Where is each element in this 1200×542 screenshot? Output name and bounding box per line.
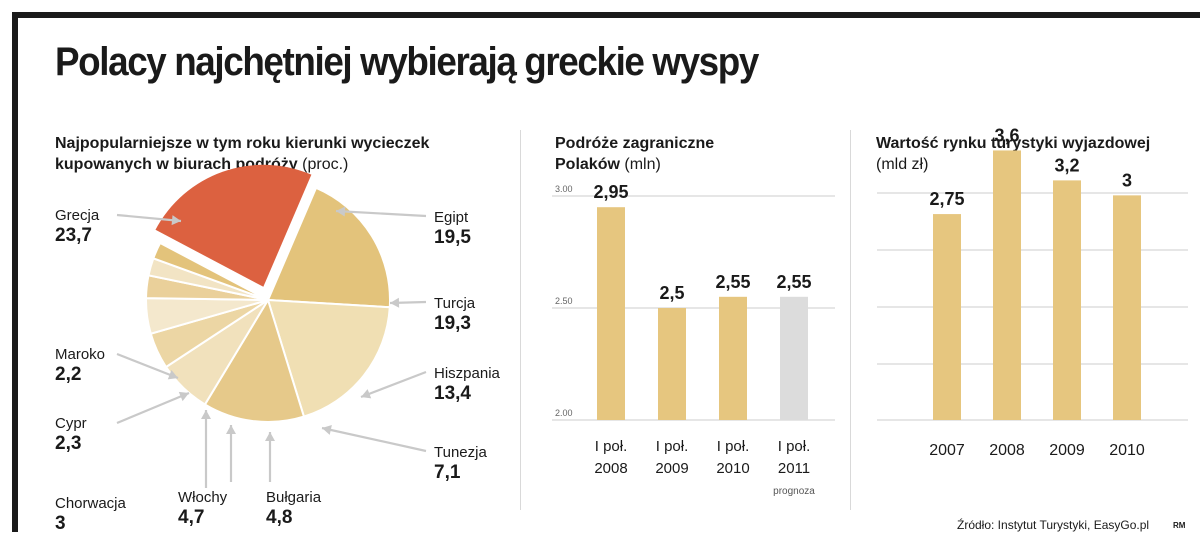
pie-value-hiszpania: 13,4 (434, 383, 471, 404)
bar-value-label: 2,75 (929, 189, 964, 209)
x-tick-label: I poł. (717, 438, 750, 455)
x-tick-label: 2008 (594, 460, 627, 477)
pie-label-turcja: Turcja (434, 295, 476, 312)
pointer-arrowhead-chorwacja (201, 410, 211, 419)
pointer-line-egipt (335, 209, 427, 218)
y-tick-label: 2.50 (555, 296, 573, 306)
pie-label-hiszpania: Hiszpania (434, 365, 501, 382)
pie-value-maroko: 2,2 (55, 364, 81, 385)
bar-value-label: 2,55 (715, 272, 750, 292)
pointer-line-tunezja (321, 426, 427, 453)
y-tick-label: 3.00 (555, 184, 573, 194)
pie-label-tunezja: Tunezja (434, 444, 487, 461)
pointer-arrowhead-hiszpania (361, 389, 372, 399)
pie-label-wlochy: Włochy (178, 489, 228, 506)
pie-slice-maroko (152, 241, 269, 301)
x-tick-label: 2010 (1109, 442, 1145, 459)
x-tick-label: I poł. (595, 438, 628, 455)
pointer-arrowhead-cypr (178, 391, 189, 402)
bar-value-label: 2,5 (659, 283, 684, 303)
bar (1113, 195, 1141, 420)
pie-slice-egipt (266, 186, 391, 309)
bar (658, 308, 686, 420)
bar-value-label: 2,55 (776, 272, 811, 292)
pie-slice-turcja (266, 298, 391, 418)
pie-slice-grecja (155, 164, 312, 287)
trips-unit: (mln) (624, 156, 661, 173)
x-tick-label: 2011 (778, 460, 810, 477)
y-tick-label: 2.00 (555, 408, 573, 418)
bar-value-label: 2,95 (593, 182, 628, 202)
market-subtitle-line-1: Wartość rynku turystyki wyjazdowej (876, 135, 1151, 152)
pointer-arrowhead-grecja (171, 215, 181, 226)
frame-left-rule (12, 12, 18, 532)
pie-label-bulgaria: Bułgaria (266, 489, 322, 506)
column-divider (850, 130, 851, 510)
pointer-line-hiszpania (360, 370, 427, 399)
bar (597, 207, 625, 420)
bar-value-label: 3 (1122, 170, 1132, 190)
x-tick-label: 2007 (929, 442, 965, 459)
pie-unit: (proc.) (302, 156, 349, 173)
pointer-line-grecja (116, 213, 182, 223)
pointer-arrowhead-tunezja (322, 425, 332, 435)
page-title: Polacy najchętniej wybierają greckie wys… (55, 40, 759, 84)
pointer-arrowhead-maroko (167, 370, 178, 380)
forecast-note: prognoza (773, 486, 815, 497)
pie-subtitle: Najpopularniejsze w tym roku kierunki wy… (55, 133, 429, 175)
pointer-line-maroko (116, 352, 179, 380)
trips-subtitle-line-2: Polaków (555, 156, 620, 173)
pie-slice-hiszpania (203, 297, 306, 423)
market-subtitle: Wartość rynku turystyki wyjazdowej (mld … (876, 133, 1150, 175)
x-tick-label: 2009 (1049, 442, 1085, 459)
frame-top-rule (12, 12, 1200, 18)
pie-value-bulgaria: 4,8 (266, 507, 292, 528)
source-note: Źródło: Instytut Turystyki, EasyGo.pl (957, 518, 1150, 532)
bar (993, 150, 1021, 420)
x-tick-label: I poł. (656, 438, 689, 455)
bar (719, 296, 747, 420)
pointer-arrowhead-bulgaria (265, 432, 275, 441)
column-divider (520, 130, 521, 510)
x-tick-label: 2009 (655, 460, 688, 477)
credit-mark: RM (1173, 521, 1186, 530)
pointer-line-cypr (116, 391, 190, 425)
trips-subtitle: Podróże zagraniczne Polaków (mln) (555, 133, 714, 175)
pie-value-tunezja: 7,1 (434, 462, 461, 483)
pie-value-chorwacja: 3 (55, 513, 66, 534)
x-tick-label: I poł. (778, 438, 811, 455)
pointer-arrowhead-turcja (390, 297, 400, 308)
bar (780, 296, 808, 420)
trips-subtitle-line-1: Podróże zagraniczne (555, 135, 715, 152)
pie-value-turcja: 19,3 (434, 313, 471, 334)
pie-label-cypr: Cypr (55, 415, 87, 432)
pie-value-egipt: 19,5 (434, 227, 471, 248)
pie-label-egipt: Egipt (434, 209, 469, 226)
pie-value-wlochy: 4,7 (178, 507, 204, 528)
x-tick-label: 2008 (989, 442, 1025, 459)
bar (933, 214, 961, 420)
bar-value-label: 3,6 (994, 125, 1019, 145)
pie-value-cypr: 2,3 (55, 433, 81, 454)
pie-subtitle-line-1: Najpopularniejsze w tym roku kierunki wy… (55, 135, 430, 152)
x-tick-label: 2010 (716, 460, 749, 477)
pointer-arrowhead-wlochy (226, 425, 236, 434)
pointer-arrowhead-egipt (336, 206, 346, 217)
pie-label-maroko: Maroko (55, 346, 105, 363)
pie-value-grecja: 23,7 (55, 225, 92, 246)
bar (1053, 180, 1081, 420)
market-unit: (mld zł) (876, 156, 929, 173)
pie-label-chorwacja: Chorwacja (55, 495, 127, 512)
pie-label-grecja: Grecja (55, 207, 100, 224)
bar-value-label: 3,2 (1054, 155, 1079, 175)
